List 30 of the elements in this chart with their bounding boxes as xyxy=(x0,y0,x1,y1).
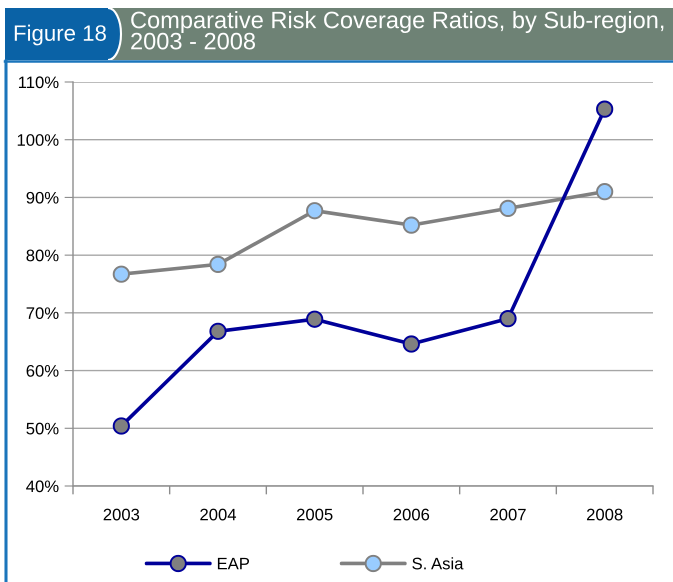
point xyxy=(499,310,517,328)
y-tick-label: 100% xyxy=(18,134,59,146)
x-tick-label: 2008 xyxy=(586,508,622,520)
point xyxy=(306,202,324,220)
x-tick-label: 2005 xyxy=(296,508,333,520)
x-tick-label: 2003 xyxy=(104,508,140,520)
y-tick-label: 80% xyxy=(26,250,59,262)
caption: Figure 18 xyxy=(14,24,106,46)
point xyxy=(596,183,614,200)
y-tick-label: 50% xyxy=(26,422,59,434)
chart-title: Comparative Risk Coverage Ratios, by Sub-region, 2003 - 2008 xyxy=(131,11,664,50)
y-tick-label: 70% xyxy=(26,307,59,320)
point xyxy=(209,256,227,273)
point xyxy=(112,417,130,435)
x-tick-label: 2007 xyxy=(490,508,526,520)
point xyxy=(596,100,614,118)
x-tick-label: 2006 xyxy=(394,508,430,520)
y-tick-label: 60% xyxy=(26,364,59,377)
point xyxy=(402,216,420,234)
point xyxy=(112,266,130,283)
x-tick-label: 2004 xyxy=(200,508,236,520)
legend-label: S. Asia xyxy=(412,557,464,570)
y-tick-label: 110% xyxy=(18,76,59,88)
point xyxy=(499,200,517,218)
point xyxy=(402,335,420,353)
y-tick-label: 40% xyxy=(26,480,59,492)
point xyxy=(209,322,227,340)
legend-label: EAP xyxy=(218,558,250,570)
y-tick-label: 90% xyxy=(26,192,59,204)
point xyxy=(306,310,324,328)
